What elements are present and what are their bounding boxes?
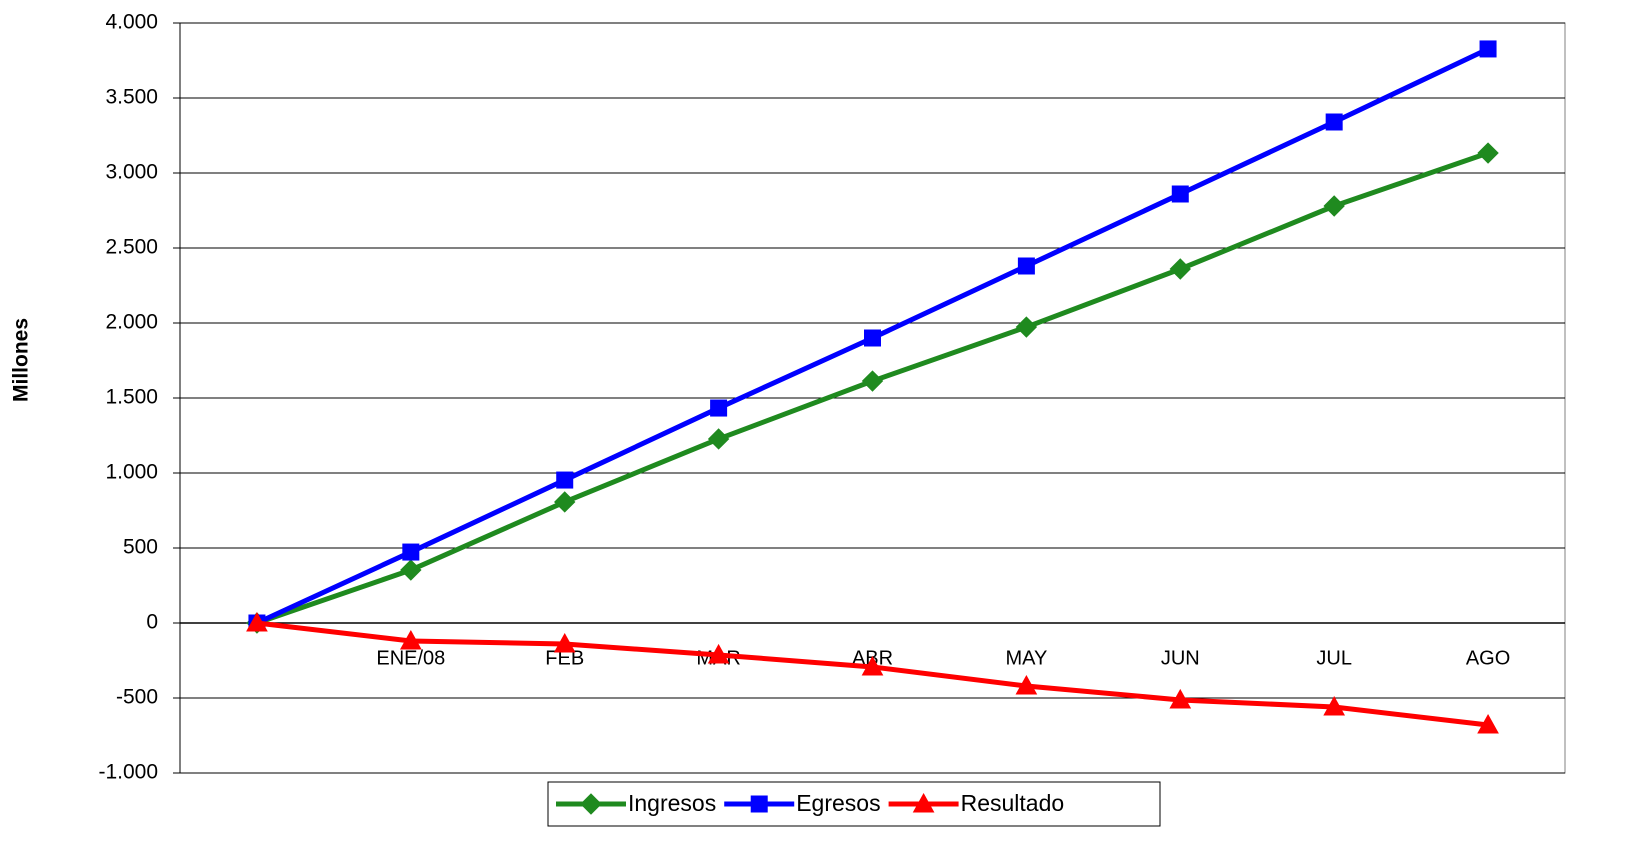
x-tick-label: ENE/08 xyxy=(376,647,445,669)
y-axis-label: Millones xyxy=(10,318,33,402)
x-tick-label: MAY xyxy=(1005,647,1047,669)
data-point xyxy=(1169,688,1192,709)
y-tick-label: -1.000 xyxy=(98,761,158,784)
y-tick-label: 1.500 xyxy=(105,386,158,409)
y-tick-label: 2.500 xyxy=(105,236,158,259)
data-point xyxy=(1169,258,1191,280)
y-tick-label: 4.000 xyxy=(105,11,158,34)
data-point xyxy=(246,611,268,632)
data-point xyxy=(402,543,420,561)
data-point xyxy=(710,399,728,417)
data-point xyxy=(707,428,730,450)
y-tick-label: 1.000 xyxy=(105,461,158,484)
data-point xyxy=(1323,695,1346,716)
data-point xyxy=(399,629,422,650)
y-tick-label: 2.000 xyxy=(105,311,158,334)
data-point xyxy=(554,491,576,513)
legend-label: Ingresos xyxy=(628,790,716,816)
data-point xyxy=(1015,674,1038,695)
data-point xyxy=(861,370,884,392)
legend-label: Egresos xyxy=(796,790,880,816)
data-point xyxy=(553,632,576,653)
data-point xyxy=(1171,185,1189,203)
data-point xyxy=(707,643,730,664)
x-tick-label: AGO xyxy=(1466,647,1510,669)
data-point xyxy=(556,471,574,489)
data-point xyxy=(1017,257,1035,275)
data-point xyxy=(400,559,422,581)
data-point xyxy=(1477,142,1499,164)
data-point xyxy=(1325,113,1343,131)
y-tick-label: 3.500 xyxy=(105,86,158,109)
x-tick-label: JUN xyxy=(1161,647,1200,669)
data-point xyxy=(864,329,881,347)
x-tick-label: JUL xyxy=(1316,647,1352,669)
legend-marker xyxy=(912,792,935,813)
data-point xyxy=(1477,713,1499,734)
legend-marker xyxy=(580,793,602,815)
y-tick-label: 3.000 xyxy=(105,161,158,184)
data-point xyxy=(1479,40,1497,58)
y-tick-label: 0 xyxy=(146,611,158,634)
y-tick-label: -500 xyxy=(116,686,158,709)
legend-box xyxy=(547,781,1161,827)
legend-label: Resultado xyxy=(961,790,1065,816)
data-point xyxy=(1015,316,1038,338)
x-tick-label: FEB xyxy=(545,647,584,669)
y-tick-label: 500 xyxy=(123,536,158,559)
data-point xyxy=(861,655,884,676)
legend-marker xyxy=(750,795,768,813)
data-point xyxy=(1323,195,1345,217)
